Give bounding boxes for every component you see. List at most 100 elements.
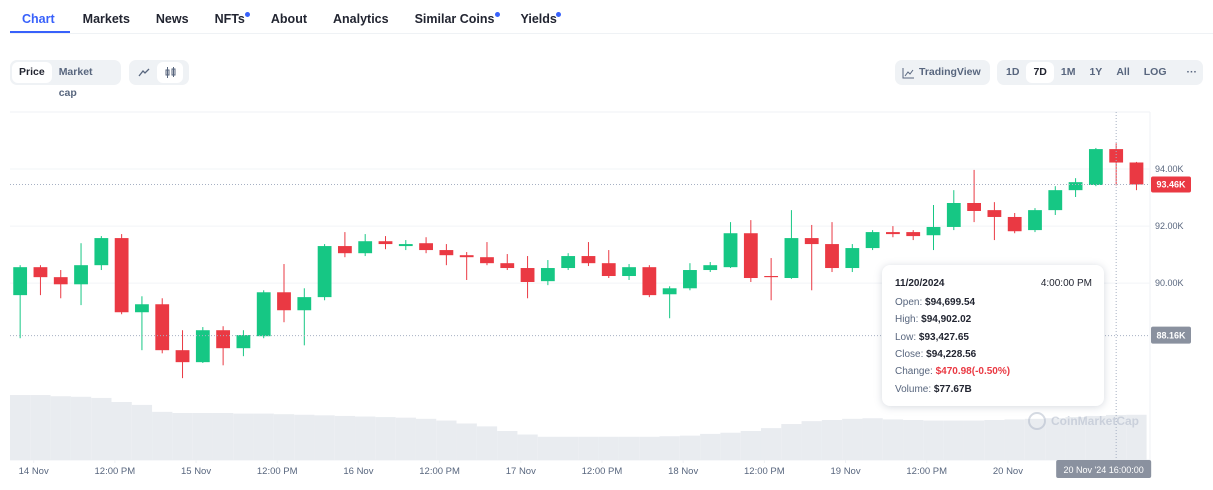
tooltip-label: Close:	[895, 348, 924, 360]
tab[interactable]: Yields	[507, 0, 569, 33]
x-tick-label: 12:00 PM	[257, 466, 298, 477]
volume-bar	[760, 428, 782, 460]
range-button[interactable]: LOG	[1143, 66, 1167, 78]
candle-body	[987, 210, 1002, 217]
watermark-text: CoinMarketCap	[1051, 414, 1139, 428]
volume-bar	[598, 436, 619, 460]
candle-body	[906, 232, 921, 237]
volume-bar	[842, 418, 863, 460]
tooltip-label: Low:	[895, 331, 917, 343]
candle-body	[561, 256, 576, 269]
candle-body	[703, 265, 718, 271]
candle-body	[804, 238, 819, 245]
candle-body	[94, 238, 109, 266]
tab[interactable]: Analytics	[320, 0, 402, 33]
volume-bar	[1085, 415, 1107, 460]
volume-bar	[253, 413, 274, 460]
chart-style-toggle	[129, 60, 189, 85]
tooltip: 11/20/2024 4:00:00 PM Open: $94,699.54 High…	[882, 265, 1104, 406]
tooltip-value: $93,427.65	[918, 331, 969, 343]
candle-body	[500, 263, 515, 269]
more-button[interactable]: ···	[1186, 66, 1197, 78]
range-button[interactable]: All	[1116, 66, 1130, 78]
volume-bar	[821, 419, 843, 460]
candle-body	[1088, 149, 1103, 186]
candle-body	[946, 202, 961, 227]
candle-body	[825, 244, 839, 269]
x-tick-label: 12:00 PM	[582, 466, 623, 477]
tradingview-icon	[902, 67, 914, 78]
candle-body	[378, 241, 393, 245]
tab[interactable]: About	[258, 0, 320, 33]
tab[interactable]: Markets	[70, 0, 143, 33]
tooltip-time: 4:00:00 PM	[1040, 278, 1092, 289]
tab[interactable]: Chart	[10, 0, 70, 33]
tab[interactable]: Similar Coins	[402, 0, 508, 33]
tab-label: Chart	[22, 12, 55, 26]
x-tick-label: 12:00 PM	[906, 466, 947, 477]
metric-button[interactable]: Market cap	[58, 66, 93, 99]
range-button[interactable]: 7D	[1026, 62, 1054, 83]
watermark: CoinMarketCap	[1028, 412, 1139, 430]
metric-button[interactable]: Price	[12, 62, 52, 83]
candle-body	[53, 277, 68, 285]
volume-bar	[700, 433, 721, 460]
crosshair-time-label: 20 Nov '24 16:00:00	[1064, 465, 1144, 475]
volume-bar	[375, 417, 396, 460]
candle-body	[317, 246, 332, 298]
candle-body	[135, 304, 149, 313]
volume-bar	[558, 436, 579, 460]
candle-body	[439, 250, 454, 256]
volume-bar	[30, 395, 51, 460]
tooltip-value: $77.67B	[933, 383, 972, 395]
crosshair-price-label: 88.16K	[1156, 331, 1186, 341]
volume-bar	[476, 426, 498, 460]
candle-body	[1129, 162, 1144, 185]
range-button[interactable]: 1D	[1006, 66, 1020, 78]
tooltip-row: High: $94,902.02	[895, 314, 971, 325]
volume-bar	[50, 396, 71, 460]
candle-body	[967, 202, 981, 211]
volume-bar	[903, 419, 924, 460]
candle-icon	[165, 67, 176, 78]
candle-body	[13, 267, 28, 296]
tooltip-value: $94,228.56	[926, 348, 977, 360]
tooltip-row: Low: $93,427.65	[895, 332, 969, 343]
candle-body	[886, 232, 900, 235]
tradingview-button[interactable]: TradingView	[897, 62, 986, 83]
candle-body	[764, 276, 779, 278]
x-tick-label: 19 Nov	[830, 466, 860, 477]
candle-body	[419, 243, 433, 251]
candle-body	[1068, 182, 1083, 191]
line-chart-button[interactable]	[131, 62, 157, 83]
candle-body	[1028, 210, 1042, 231]
crosshair-price-box	[1151, 326, 1191, 344]
x-tick-label: 12:00 PM	[419, 466, 460, 477]
tab-bar: Chart Markets News NFTs About Analytics Simila…	[10, 0, 1213, 34]
tab-label: NFTs	[214, 12, 245, 26]
range-button[interactable]: 1M	[1060, 66, 1076, 78]
volume-bar	[1004, 419, 1025, 460]
volume-bar	[152, 411, 173, 460]
candle-body	[297, 297, 312, 311]
volume-bar	[131, 404, 153, 460]
candle-body	[277, 292, 291, 311]
candle-chart-button[interactable]	[157, 62, 183, 83]
tab-label: Yields	[520, 12, 557, 26]
volume-bar	[415, 418, 437, 460]
tooltip-label: High:	[895, 314, 919, 326]
volume-bar	[233, 413, 254, 460]
tab[interactable]: News	[143, 0, 202, 33]
tooltip-label: Open:	[895, 297, 923, 308]
range-button[interactable]: 1Y	[1089, 66, 1103, 78]
volume-bar	[578, 436, 599, 460]
candle-body	[256, 292, 271, 337]
candle-body	[175, 350, 190, 363]
candle-body	[683, 270, 697, 289]
volume-bar	[1065, 417, 1086, 460]
volume-bar	[517, 434, 538, 460]
candle-body	[723, 233, 738, 268]
tab[interactable]: NFTs	[202, 0, 258, 33]
